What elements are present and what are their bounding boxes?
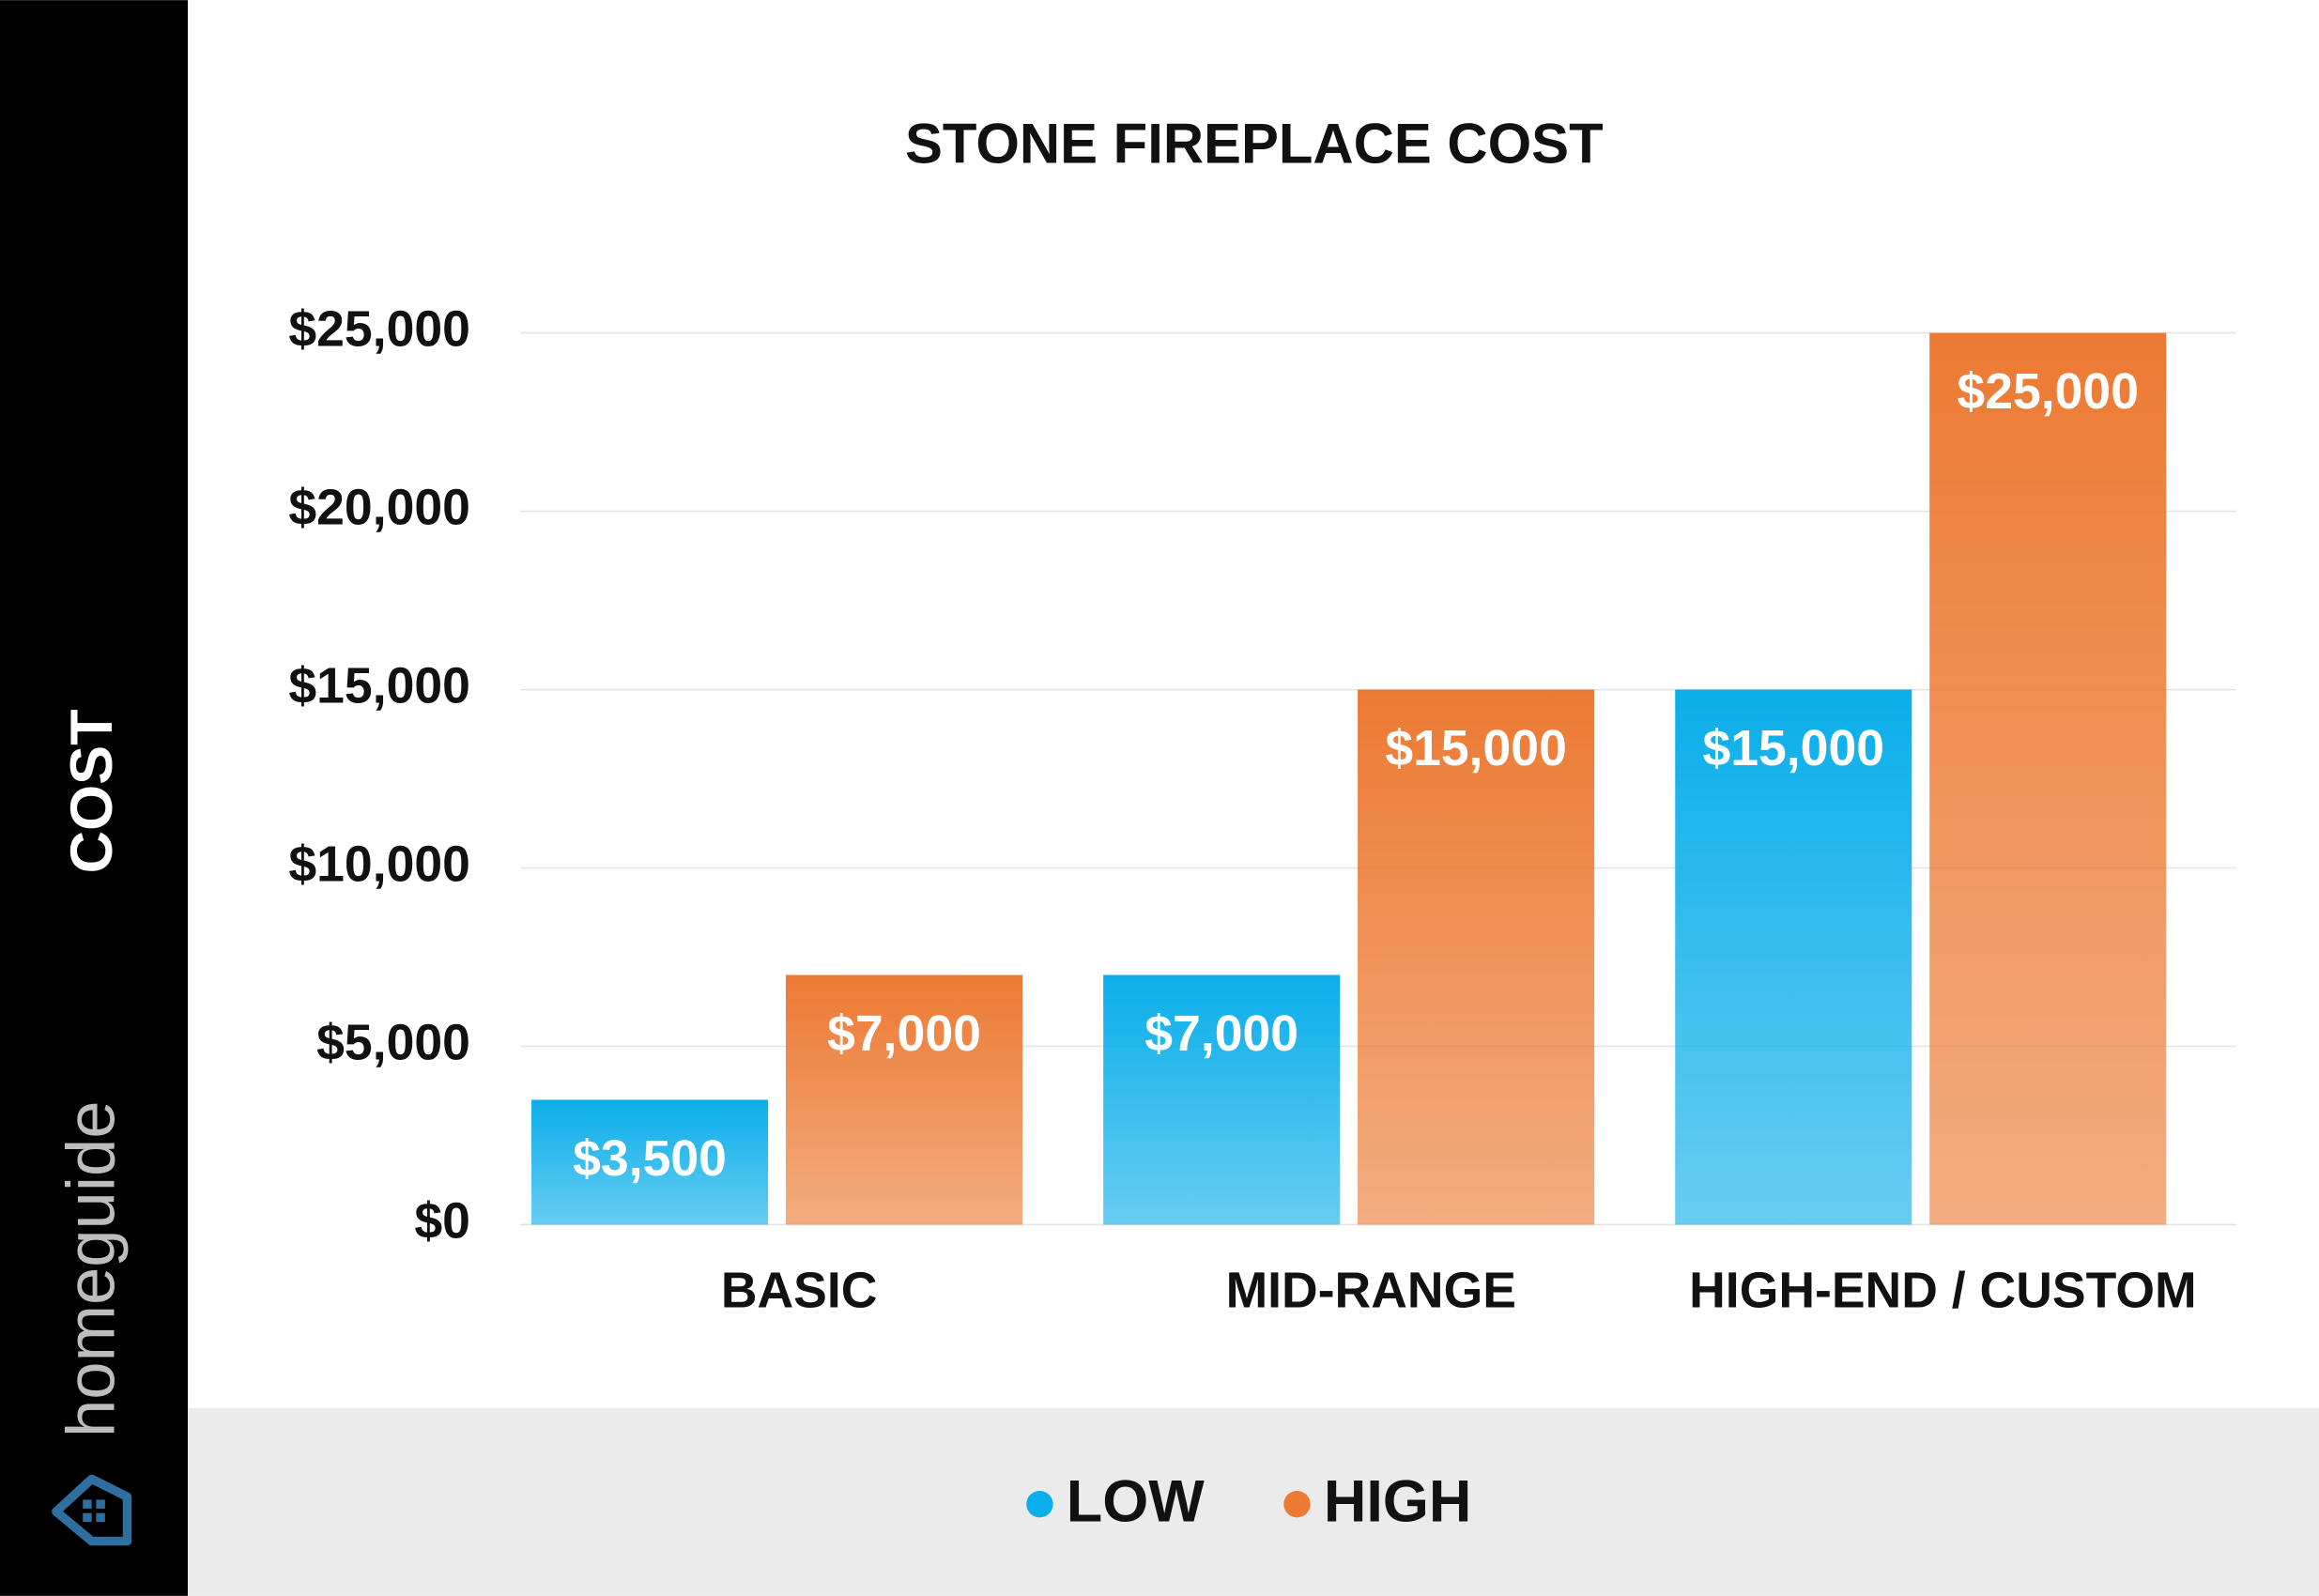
- y-tick-label: $20,000: [288, 481, 470, 536]
- value-label: $15,000: [1385, 721, 1567, 776]
- value-label: $3,500: [573, 1131, 727, 1187]
- x-tick-label: BASIC: [721, 1264, 878, 1319]
- x-tick-label: HIGH-END / CUSTOM: [1689, 1264, 2196, 1319]
- y-tick-label: $15,000: [288, 659, 470, 714]
- y-tick-label: $10,000: [288, 837, 470, 893]
- legend-band: [188, 1407, 2319, 1596]
- legend-label: HIGH: [1324, 1468, 1472, 1534]
- bar: [531, 1099, 769, 1225]
- legend-marker: [1026, 1491, 1053, 1518]
- chart-title: STONE FIREPLACE COST: [905, 112, 1604, 175]
- value-label: $7,000: [827, 1006, 981, 1062]
- legend-marker: [1283, 1491, 1311, 1518]
- y-tick-label: $0: [414, 1194, 470, 1250]
- brand-icon: [52, 1474, 132, 1546]
- bar: [1929, 332, 2167, 1225]
- value-label: $15,000: [1702, 721, 1884, 776]
- y-axis-label: COST: [59, 709, 125, 873]
- bar: [1358, 689, 1595, 1225]
- bar: [785, 974, 1023, 1225]
- x-tick-label: MID-RANGE: [1226, 1264, 1516, 1319]
- value-label: $25,000: [1957, 364, 2139, 420]
- y-tick-label: $5,000: [316, 1016, 470, 1071]
- bar: [1103, 974, 1341, 1225]
- bar: [1675, 689, 1912, 1225]
- value-label: $7,000: [1144, 1006, 1298, 1062]
- legend-label: LOW: [1067, 1468, 1205, 1534]
- y-tick-label: $25,000: [288, 302, 470, 358]
- side-band: [0, 0, 189, 1596]
- brand: homeguide: [54, 1100, 130, 1437]
